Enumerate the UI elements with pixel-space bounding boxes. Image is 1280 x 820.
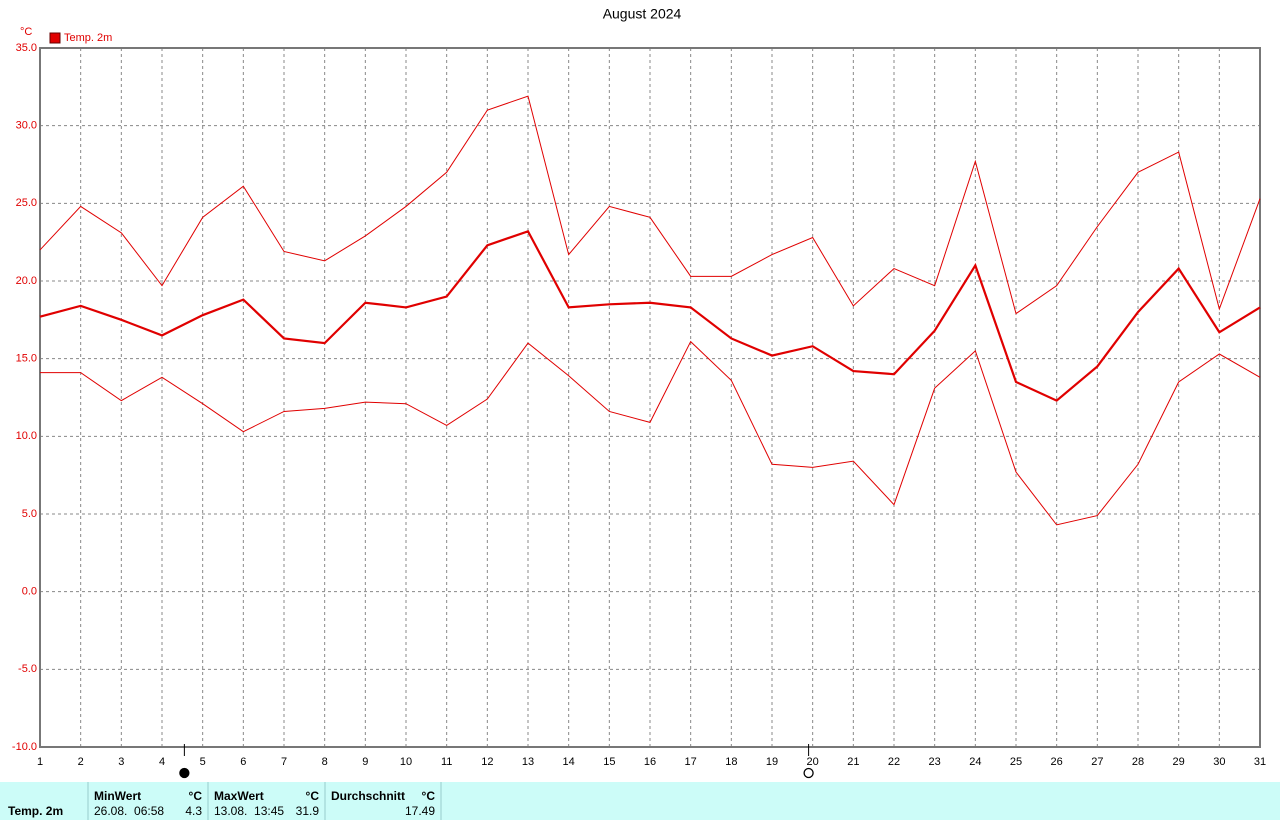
y-tick-label: -5.0 [18, 663, 37, 675]
table-header: MaxWert [214, 789, 264, 803]
y-tick-label: 5.0 [22, 508, 37, 520]
x-tick-label: 2 [78, 756, 84, 768]
y-unit: °C [20, 26, 32, 38]
x-tick-label: 22 [888, 756, 900, 768]
table-unit: °C [422, 789, 436, 803]
x-tick-label: 26 [1051, 756, 1063, 768]
x-tick-label: 7 [281, 756, 287, 768]
y-tick-label: 20.0 [16, 275, 37, 287]
x-tick-label: 21 [847, 756, 859, 768]
moon-marker [179, 767, 190, 779]
x-tick-label: 24 [969, 756, 981, 768]
plot-border [39, 47, 1261, 748]
x-tick-label: 19 [766, 756, 778, 768]
table-header: Durchschnitt [331, 789, 405, 803]
x-tick-label: 16 [644, 756, 656, 768]
table-unit: °C [189, 789, 203, 803]
x-tick-label: 27 [1091, 756, 1103, 768]
table-background [0, 782, 1280, 820]
x-tick-label: 20 [807, 756, 819, 768]
y-tick-label: 0.0 [22, 586, 37, 598]
x-tick-label: 1 [37, 756, 43, 768]
x-tick-label: 25 [1010, 756, 1022, 768]
x-tick-label: 28 [1132, 756, 1144, 768]
table-row-label: Temp. 2m [8, 804, 63, 818]
y-tick-label: 30.0 [16, 120, 37, 132]
y-tick-label: 35.0 [16, 42, 37, 54]
chart-title: August 2024 [603, 6, 682, 22]
x-tick-label: 5 [200, 756, 206, 768]
y-tick-label: -10.0 [12, 741, 37, 753]
x-tick-label: 31 [1254, 756, 1266, 768]
table-header: MinWert [94, 789, 141, 803]
series-line [39, 95, 1261, 315]
table-value: 17.49 [405, 804, 435, 818]
y-tick-label: 15.0 [16, 353, 37, 365]
table-unit: °C [306, 789, 320, 803]
moon-marker [803, 767, 814, 779]
y-tick-label: 25.0 [16, 197, 37, 209]
legend-label: Temp. 2m [64, 32, 112, 44]
series-line [40, 340, 1261, 526]
table-time: 26.08. 06:58 [94, 804, 164, 818]
x-tick-label: 10 [400, 756, 412, 768]
x-tick-label: 17 [685, 756, 697, 768]
x-tick-label: 4 [159, 756, 165, 768]
legend-swatch [49, 32, 61, 44]
x-tick-label: 9 [362, 756, 368, 768]
table-value: 31.9 [296, 804, 320, 818]
x-tick-label: 6 [240, 756, 246, 768]
stats-table: Temp. 2m MinWert °C 26.08. 06:58 4.3 MaxWert °… [8, 782, 442, 820]
x-tick-label: 30 [1213, 756, 1225, 768]
table-value: 4.3 [185, 804, 202, 818]
x-tick-label: 8 [322, 756, 328, 768]
y-tick-label: 10.0 [16, 430, 37, 442]
x-tick-label: 29 [1173, 756, 1185, 768]
x-tick-label: 23 [929, 756, 941, 768]
table-time: 13.08. 13:45 [214, 804, 284, 818]
x-tick-label: 18 [725, 756, 737, 768]
series-line [39, 229, 1261, 402]
x-tick-label: 3 [118, 756, 124, 768]
x-tick-label: 15 [603, 756, 615, 768]
x-tick-label: 11 [441, 756, 452, 768]
x-tick-label: 14 [563, 756, 575, 768]
x-tick-label: 12 [481, 756, 493, 768]
x-tick-label: 13 [522, 756, 534, 768]
